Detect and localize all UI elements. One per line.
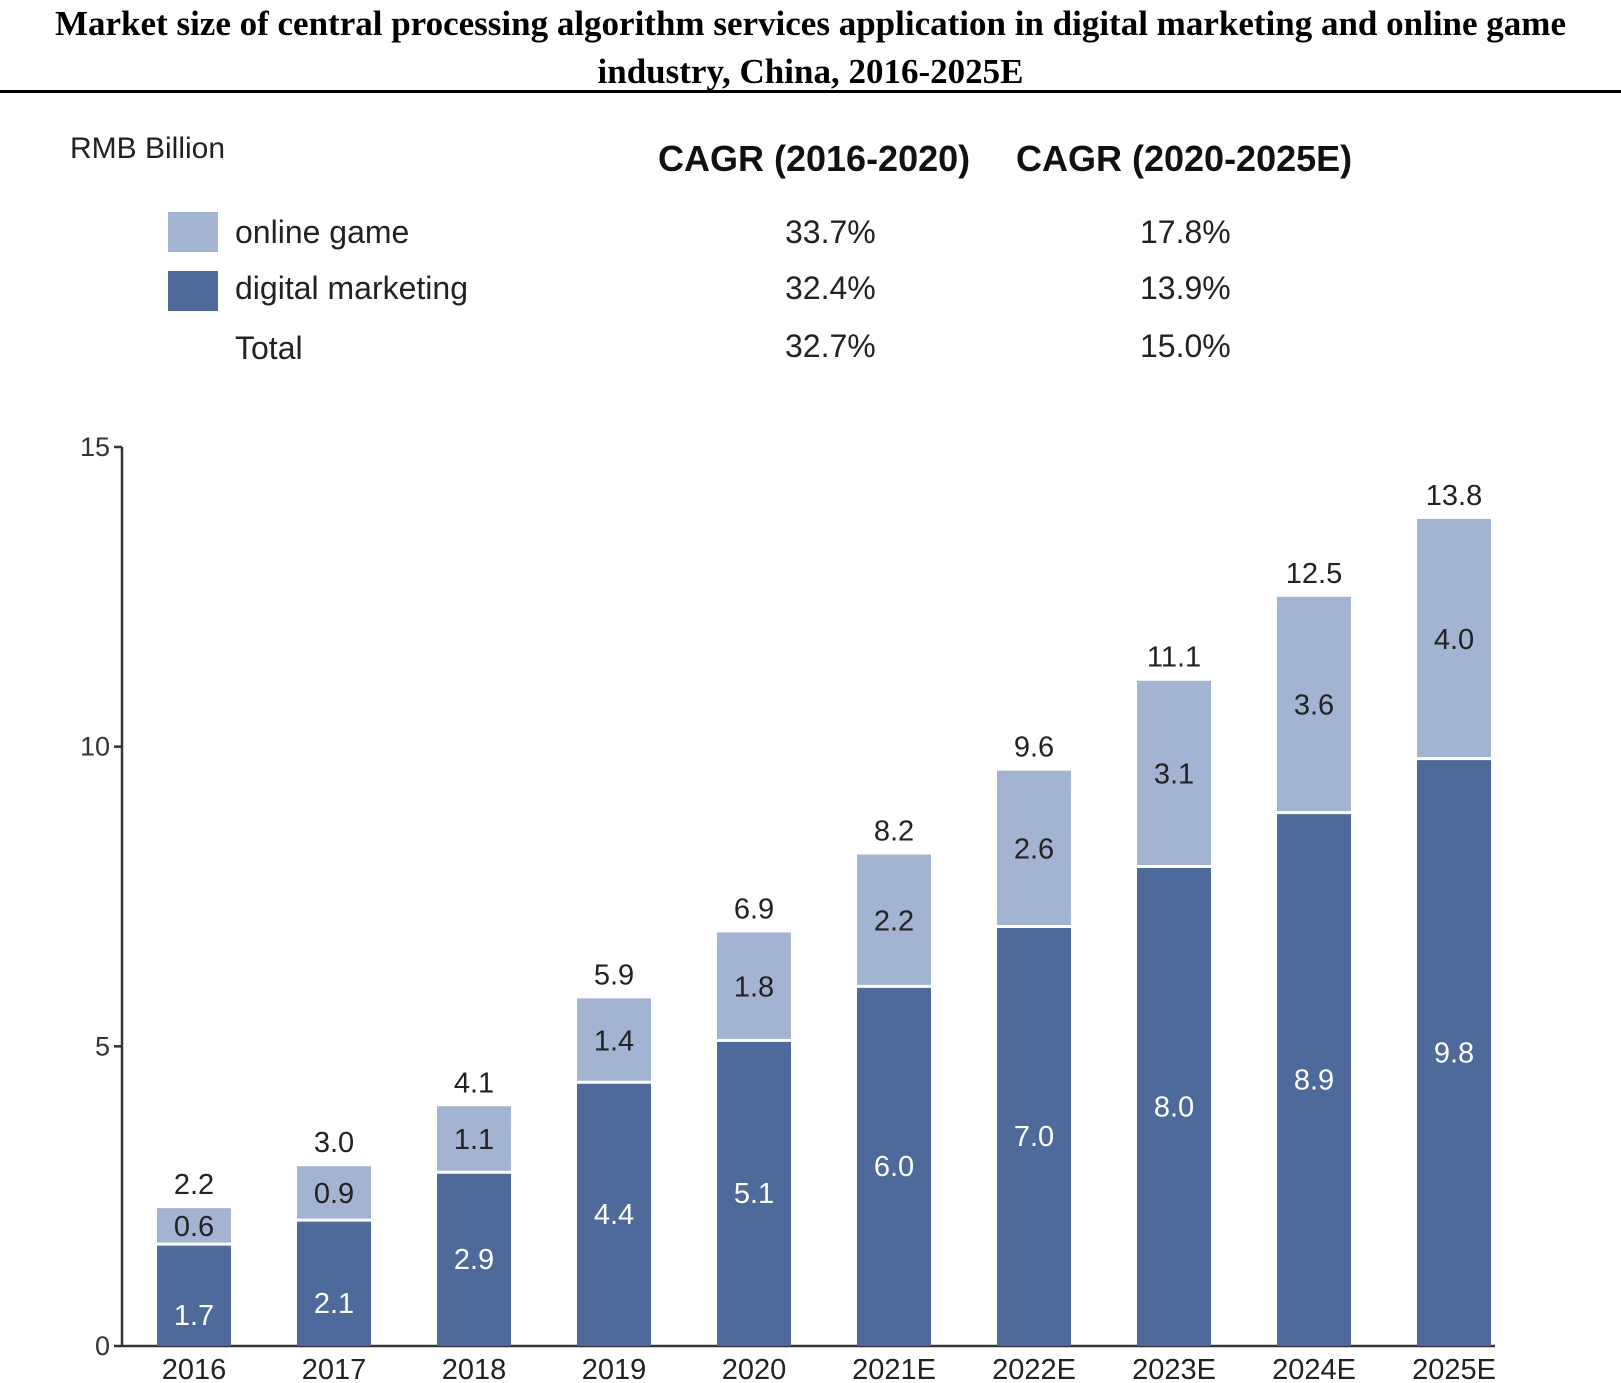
data-label-total: 4.1 bbox=[454, 1067, 494, 1099]
x-tick-label: 2017 bbox=[302, 1354, 367, 1383]
bar-online-game bbox=[717, 932, 791, 1041]
data-label-total: 11.1 bbox=[1147, 642, 1201, 674]
data-label-digital-marketing: 7.0 bbox=[1014, 1121, 1054, 1153]
bar-digital-marketing bbox=[577, 1082, 651, 1346]
data-label-online-game: 0.6 bbox=[174, 1211, 214, 1243]
x-tick-label: 2023E bbox=[1132, 1354, 1216, 1383]
legend-label-online-game: online game bbox=[235, 214, 410, 250]
bar-digital-marketing bbox=[717, 1040, 791, 1346]
bar-digital-marketing bbox=[1277, 812, 1351, 1346]
data-label-total: 8.2 bbox=[874, 816, 914, 848]
legend-row-total: Total 32.7% 15.0% bbox=[0, 326, 1621, 376]
online-game-swatch bbox=[168, 212, 218, 252]
cagr1-total: 32.7% bbox=[785, 328, 876, 364]
data-label-digital-marketing: 4.4 bbox=[594, 1199, 634, 1231]
cagr2-online-game: 17.8% bbox=[1140, 214, 1231, 250]
data-label-total: 12.5 bbox=[1286, 558, 1342, 590]
data-label-digital-marketing: 8.9 bbox=[1294, 1064, 1334, 1096]
x-tick-label: 2018 bbox=[442, 1354, 507, 1383]
data-label-online-game: 4.0 bbox=[1434, 624, 1474, 656]
x-tick-label: 2020 bbox=[722, 1354, 787, 1383]
bar-online-game bbox=[157, 1208, 231, 1245]
y-tick-label: 15 bbox=[80, 432, 110, 462]
data-label-online-game: 1.4 bbox=[594, 1025, 634, 1057]
data-label-total: 5.9 bbox=[594, 959, 634, 991]
x-tick-label: 2019 bbox=[582, 1354, 647, 1383]
bar-online-game bbox=[437, 1106, 511, 1173]
data-label-online-game: 1.1 bbox=[454, 1124, 494, 1156]
data-label-online-game: 3.6 bbox=[1294, 690, 1334, 722]
x-tick-label: 2024E bbox=[1272, 1354, 1356, 1383]
data-label-total: 6.9 bbox=[734, 893, 774, 925]
unit-label: RMB Billion bbox=[70, 132, 226, 165]
data-label-digital-marketing: 8.0 bbox=[1154, 1091, 1194, 1123]
cagr1-digital-marketing: 32.4% bbox=[785, 270, 876, 306]
bar-digital-marketing bbox=[157, 1244, 231, 1346]
data-label-total: 9.6 bbox=[1014, 732, 1054, 764]
data-label-online-game: 0.9 bbox=[314, 1178, 354, 1210]
digital-marketing-swatch bbox=[168, 271, 218, 311]
y-tick-label: 5 bbox=[95, 1031, 110, 1061]
data-label-online-game: 2.6 bbox=[1014, 834, 1054, 866]
cagr2-total: 15.0% bbox=[1140, 328, 1231, 364]
x-tick-label: 2016 bbox=[162, 1354, 227, 1383]
bar-online-game bbox=[1417, 518, 1491, 759]
y-tick-label: 0 bbox=[95, 1331, 110, 1361]
data-label-total: 3.0 bbox=[314, 1127, 354, 1159]
data-label-digital-marketing: 6.0 bbox=[874, 1151, 914, 1183]
data-label-digital-marketing: 1.7 bbox=[174, 1300, 214, 1332]
bar-online-game bbox=[297, 1166, 371, 1221]
cagr-header-2020-2025: CAGR (2020-2025E) bbox=[1016, 138, 1353, 179]
data-label-total: 13.8 bbox=[1426, 480, 1482, 512]
data-label-digital-marketing: 2.1 bbox=[314, 1288, 354, 1320]
cagr-header-2016-2020: CAGR (2016-2020) bbox=[658, 138, 971, 179]
bar-online-game bbox=[1277, 596, 1351, 813]
data-label-online-game: 3.1 bbox=[1154, 759, 1194, 791]
data-label-total: 2.2 bbox=[174, 1169, 214, 1201]
data-label-digital-marketing: 9.8 bbox=[1434, 1037, 1474, 1069]
legend-label-digital-marketing: digital marketing bbox=[235, 270, 468, 306]
cagr2-digital-marketing: 13.9% bbox=[1140, 270, 1231, 306]
bar-online-game bbox=[1137, 680, 1211, 867]
legend-row-online-game: online game 33.7% 17.8% bbox=[0, 210, 1621, 260]
x-tick-label: 2025E bbox=[1412, 1354, 1496, 1383]
bar-digital-marketing bbox=[857, 986, 931, 1346]
bar-online-game bbox=[857, 854, 931, 987]
bar-digital-marketing bbox=[1417, 758, 1491, 1346]
x-tick-label: 2022E bbox=[992, 1354, 1076, 1383]
legend-row-digital-marketing: digital marketing 32.4% 13.9% bbox=[0, 268, 1621, 318]
data-label-online-game: 2.2 bbox=[874, 905, 914, 937]
data-label-digital-marketing: 5.1 bbox=[734, 1178, 774, 1210]
bar-online-game bbox=[997, 770, 1071, 927]
bar-digital-marketing bbox=[437, 1172, 511, 1346]
chart-title: Market size of central processing algori… bbox=[54, 4, 1567, 91]
legend-label-total: Total bbox=[235, 330, 303, 366]
bar-digital-marketing bbox=[297, 1220, 371, 1346]
data-label-digital-marketing: 2.9 bbox=[454, 1244, 494, 1276]
bar-online-game bbox=[577, 998, 651, 1083]
x-tick-label: 2021E bbox=[852, 1354, 936, 1383]
data-label-online-game: 1.8 bbox=[734, 971, 774, 1003]
bar-digital-marketing bbox=[1137, 866, 1211, 1346]
title-divider bbox=[0, 90, 1621, 93]
bar-digital-marketing bbox=[997, 926, 1071, 1346]
y-tick-label: 10 bbox=[80, 732, 110, 762]
cagr1-online-game: 33.7% bbox=[785, 214, 876, 250]
